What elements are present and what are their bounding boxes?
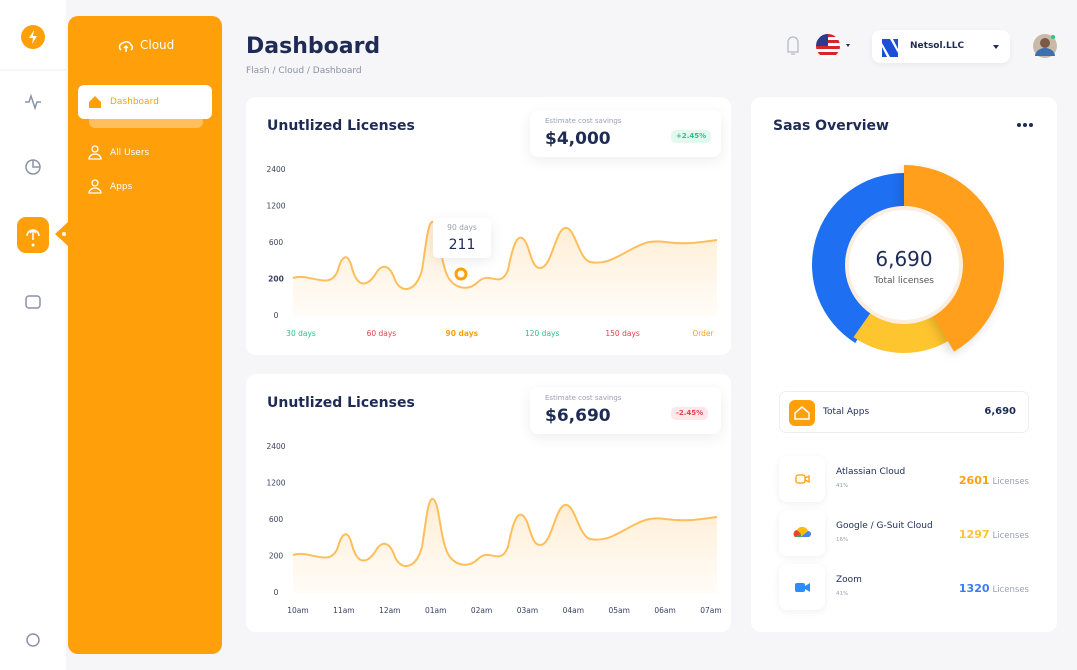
- card-title: Unutlized Licenses: [267, 395, 415, 411]
- y-tick-label: 600: [269, 515, 284, 524]
- savings-value: $6,690: [545, 406, 611, 426]
- tooltip-value: 211: [449, 237, 476, 253]
- change-badge: -2.45%: [671, 407, 709, 420]
- page-title: Dashboard: [246, 34, 381, 59]
- caret: [993, 45, 999, 49]
- total-value: 6,690: [875, 247, 933, 271]
- total-apps-box: Total Apps 6,690: [779, 391, 1029, 433]
- license-card: Unutlized Licenses Estimate cost savings $…: [246, 97, 731, 355]
- more-button[interactable]: [1016, 121, 1036, 129]
- license-count: 1297: [958, 528, 990, 541]
- savings-label: Estimate cost savings: [545, 394, 622, 402]
- savings-label: Estimate cost savings: [545, 117, 622, 125]
- tooltip: [433, 218, 491, 258]
- x-tick-label: 30 days: [286, 329, 316, 338]
- x-tick-label: 10am: [287, 606, 308, 615]
- y-tick-label: 2400: [266, 442, 285, 451]
- rail-icons: [0, 25, 68, 647]
- license-unit: Licenses: [992, 531, 1029, 541]
- icon-rail: [0, 0, 66, 670]
- license-count: 1320: [958, 582, 990, 595]
- savings-box: Estimate cost savings $6,690 -2.45%: [530, 387, 721, 434]
- menu-item[interactable]: Apps: [110, 182, 133, 192]
- x-tick-label: 06am: [654, 606, 675, 615]
- license-count: 2601: [958, 474, 990, 487]
- x-tick-label: 60 days: [367, 329, 397, 338]
- company-logo: [882, 39, 898, 57]
- app-share: 41%: [836, 483, 849, 489]
- plot: 2400 1200 600 200 0 30 days 60 days 90 days 120 …: [266, 165, 718, 338]
- y-tick-label: 1200: [266, 479, 285, 488]
- area: [293, 221, 717, 316]
- overview-title: Saas Overview: [773, 118, 889, 134]
- y-tick-label: 200: [269, 552, 284, 561]
- center: [845, 206, 963, 324]
- change-badge: +2.45%: [671, 130, 712, 143]
- y-tick-label: 2400: [266, 165, 285, 174]
- menu-item[interactable]: All Users: [110, 148, 150, 158]
- line-chart: 2400 1200 600 200 0 30 days 60 days 90 days 120 …: [266, 165, 718, 338]
- x-tick-label: 07am: [700, 606, 721, 615]
- brand: Cloud: [140, 38, 175, 52]
- donut: [812, 165, 1004, 354]
- breadcrumb[interactable]: Flash / Cloud / Dashboard: [246, 66, 362, 76]
- app-name: Atlassian Cloud: [836, 467, 906, 477]
- x-tick-label: 03am: [517, 606, 538, 615]
- total-apps-label: Total Apps: [823, 407, 870, 417]
- y-tick-label: 0: [274, 588, 279, 597]
- apps-icon: [789, 400, 815, 426]
- sidebar: Cloud Dashboard All Users Apps: [68, 16, 222, 654]
- savings-box: Estimate cost savings $4,000 +2.45%: [530, 110, 721, 157]
- x-tick-label: 90 days: [445, 329, 478, 338]
- company-name: Netsol.LLC: [910, 41, 965, 51]
- app-name: Zoom: [836, 575, 862, 585]
- x-tick-label: 05am: [608, 606, 629, 615]
- x-tick-label: 11am: [333, 606, 354, 615]
- app-licenses: 2601 Licenses: [959, 475, 1029, 487]
- curve: [292, 498, 718, 567]
- total-apps-value: 6,690: [984, 406, 1016, 417]
- x-tick-label: 12am: [379, 606, 400, 615]
- app-licenses: 1297 Licenses: [959, 529, 1029, 541]
- y-tick-label: 200: [268, 275, 284, 284]
- app-icon: [779, 510, 825, 556]
- app-name: Google / G-Suit Cloud: [836, 521, 933, 531]
- app-share: 16%: [836, 537, 849, 543]
- x-tick-label: 01am: [425, 606, 446, 615]
- y-tick-label: 1200: [266, 202, 285, 211]
- cloud-icon: [118, 41, 134, 52]
- menu-item[interactable]: Dashboard: [110, 97, 159, 107]
- app-icon: [779, 564, 825, 610]
- user-icons: [88, 145, 102, 194]
- line-chart: 2400 1200 600 200 0 10am 11am 12am 01am 02am 03am 0…: [266, 442, 721, 615]
- x-tick-label: 04am: [563, 606, 584, 615]
- tooltip-label: 90 days: [447, 223, 477, 232]
- header-icons: [787, 34, 1057, 58]
- license-unit: Licenses: [992, 477, 1029, 487]
- x-tick-label: 02am: [471, 606, 492, 615]
- company-selector[interactable]: Netsol.LLC: [872, 30, 1010, 63]
- savings-value: $4,000: [545, 129, 611, 149]
- plot: 2400 1200 600 200 0 10am 11am 12am 01am 02am 03am 0…: [266, 442, 721, 615]
- x-tick-label: 120 days: [525, 329, 559, 338]
- app-licenses: 1320 Licenses: [959, 583, 1029, 595]
- overview-card: Saas Overview 6,690 Total licenses Total…: [751, 97, 1057, 632]
- total-label: Total licenses: [874, 276, 934, 286]
- app-icon: [779, 456, 825, 502]
- y-tick-label: 0: [274, 311, 279, 320]
- home-icon: [89, 96, 101, 108]
- point: [454, 267, 468, 281]
- license-unit: Licenses: [992, 585, 1029, 595]
- y-tick-label: 600: [269, 238, 284, 247]
- curve: [292, 221, 718, 290]
- app-share: 41%: [836, 591, 849, 597]
- area: [293, 498, 717, 593]
- license-card: Unutlized Licenses Estimate cost savings $…: [246, 374, 731, 632]
- x-tick-label: Order: [692, 329, 714, 338]
- x-tick-label: 150 days: [605, 329, 639, 338]
- card-title: Unutlized Licenses: [267, 118, 415, 134]
